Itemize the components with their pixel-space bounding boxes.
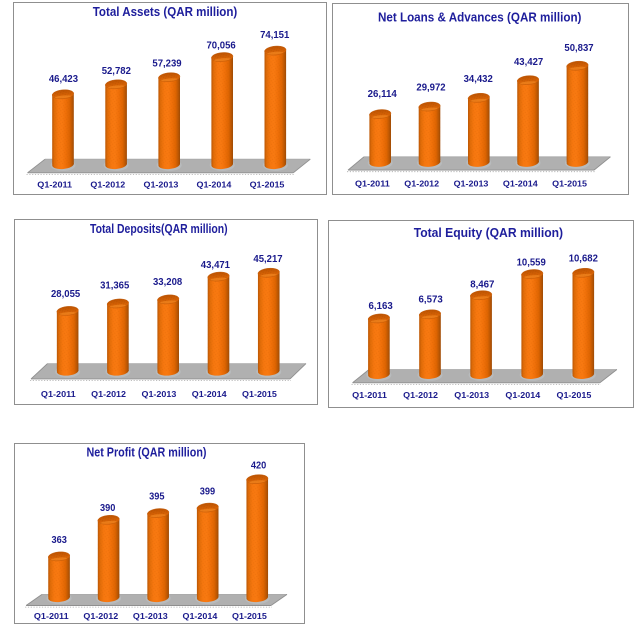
svg-text:Total Assets (QAR million): Total Assets (QAR million): [93, 4, 238, 19]
svg-text:57,239: 57,239: [152, 59, 182, 70]
svg-text:Q1-2015: Q1-2015: [557, 390, 592, 400]
svg-text:Q1-2011: Q1-2011: [41, 389, 76, 399]
svg-text:395: 395: [149, 492, 165, 503]
svg-text:399: 399: [200, 487, 216, 498]
svg-text:Q1-2011: Q1-2011: [34, 611, 69, 621]
svg-text:Q1-2011: Q1-2011: [352, 390, 387, 400]
svg-text:Q1-2012: Q1-2012: [91, 389, 126, 399]
svg-text:363: 363: [52, 535, 68, 546]
svg-text:6,573: 6,573: [419, 295, 444, 306]
svg-text:Total Deposits(QAR million): Total Deposits(QAR million): [90, 221, 228, 236]
svg-text:43,471: 43,471: [201, 260, 231, 271]
svg-text:Q1-2014: Q1-2014: [505, 390, 540, 400]
svg-text:390: 390: [100, 503, 115, 514]
svg-text:Total Equity (QAR million): Total Equity (QAR million): [414, 225, 563, 240]
svg-text:Q1-2015: Q1-2015: [552, 178, 587, 188]
svg-text:Q1-2015: Q1-2015: [250, 180, 285, 190]
svg-text:Q1-2014: Q1-2014: [183, 611, 218, 621]
svg-text:Q1-2014: Q1-2014: [192, 389, 227, 399]
svg-text:Q1-2013: Q1-2013: [454, 178, 489, 188]
svg-text:Q1-2013: Q1-2013: [144, 180, 179, 190]
svg-text:50,837: 50,837: [564, 43, 593, 54]
svg-text:Q1-2012: Q1-2012: [404, 178, 439, 188]
svg-text:Q1-2015: Q1-2015: [232, 611, 267, 621]
svg-text:33,208: 33,208: [153, 277, 183, 288]
svg-text:Net Loans & Advances (QAR mill: Net Loans & Advances (QAR million): [378, 9, 582, 24]
svg-text:Q1-2011: Q1-2011: [355, 178, 390, 188]
svg-text:8,467: 8,467: [470, 280, 494, 291]
svg-text:43,427: 43,427: [514, 57, 543, 68]
svg-text:10,559: 10,559: [517, 258, 547, 269]
svg-text:46,423: 46,423: [49, 74, 79, 85]
svg-text:Q1-2013: Q1-2013: [133, 611, 168, 621]
svg-text:420: 420: [251, 461, 266, 472]
svg-text:Q1-2015: Q1-2015: [242, 389, 277, 399]
svg-text:45,217: 45,217: [253, 254, 282, 265]
svg-text:Q1-2013: Q1-2013: [142, 389, 177, 399]
svg-text:31,365: 31,365: [100, 281, 130, 292]
svg-text:Q1-2012: Q1-2012: [403, 390, 438, 400]
svg-text:Q1-2012: Q1-2012: [90, 180, 125, 190]
svg-text:26,114: 26,114: [368, 89, 398, 100]
svg-text:28,055: 28,055: [51, 289, 81, 300]
svg-text:Q1-2011: Q1-2011: [37, 180, 72, 190]
svg-text:74,151: 74,151: [260, 30, 290, 41]
svg-text:Q1-2012: Q1-2012: [83, 611, 118, 621]
svg-text:Q1-2014: Q1-2014: [503, 178, 538, 188]
svg-text:6,163: 6,163: [369, 301, 394, 312]
svg-text:70,056: 70,056: [207, 41, 237, 52]
svg-text:52,782: 52,782: [102, 66, 131, 77]
svg-text:34,432: 34,432: [464, 74, 493, 85]
svg-text:10,682: 10,682: [569, 254, 598, 265]
svg-text:Q1-2013: Q1-2013: [454, 390, 489, 400]
svg-text:Net Profit (QAR million): Net Profit (QAR million): [87, 444, 207, 459]
svg-text:29,972: 29,972: [416, 83, 445, 94]
svg-text:Q1-2014: Q1-2014: [197, 180, 232, 190]
